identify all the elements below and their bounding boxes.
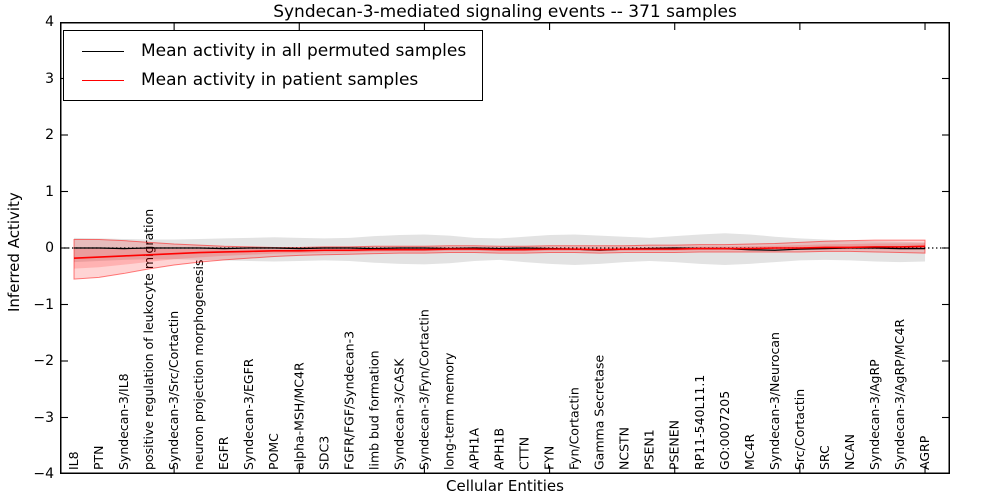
- legend-entry-permuted: Mean activity in all permuted samples: [74, 41, 466, 61]
- y-tick-label: 4: [45, 14, 54, 30]
- legend-entry-patient: Mean activity in patient samples: [74, 70, 466, 90]
- y-tick-label: 3: [45, 70, 54, 87]
- y-tick-label: −4: [33, 466, 54, 482]
- permuted-mean-line: [74, 247, 926, 251]
- red-line-sample-icon: [82, 79, 124, 81]
- black-line-sample-icon: [82, 50, 124, 52]
- legend-label: Mean activity in all permuted samples: [141, 41, 467, 61]
- axes-frame: [60, 22, 950, 474]
- plot-area: [60, 22, 950, 474]
- patient-mean-line: [73, 245, 926, 259]
- chart-title: Syndecan-3-mediated signaling events -- …: [273, 2, 737, 22]
- patient-std-band-inner: [74, 243, 926, 269]
- y-tick-label: 2: [45, 127, 54, 143]
- y-tick-label: −2: [33, 353, 54, 369]
- legend: Mean activity in all permuted samples Me…: [63, 30, 484, 101]
- legend-label: Mean activity in patient samples: [141, 70, 419, 90]
- y-tick-label: 0: [45, 240, 54, 256]
- y-tick-label: −1: [33, 296, 54, 313]
- axis-ticks: [61, 22, 949, 474]
- y-tick-label: 1: [45, 183, 54, 200]
- x-axis-label: Cellular Entities: [446, 477, 564, 495]
- patient-std-band-outer: [73, 239, 926, 280]
- y-tick-label: −3: [33, 409, 54, 426]
